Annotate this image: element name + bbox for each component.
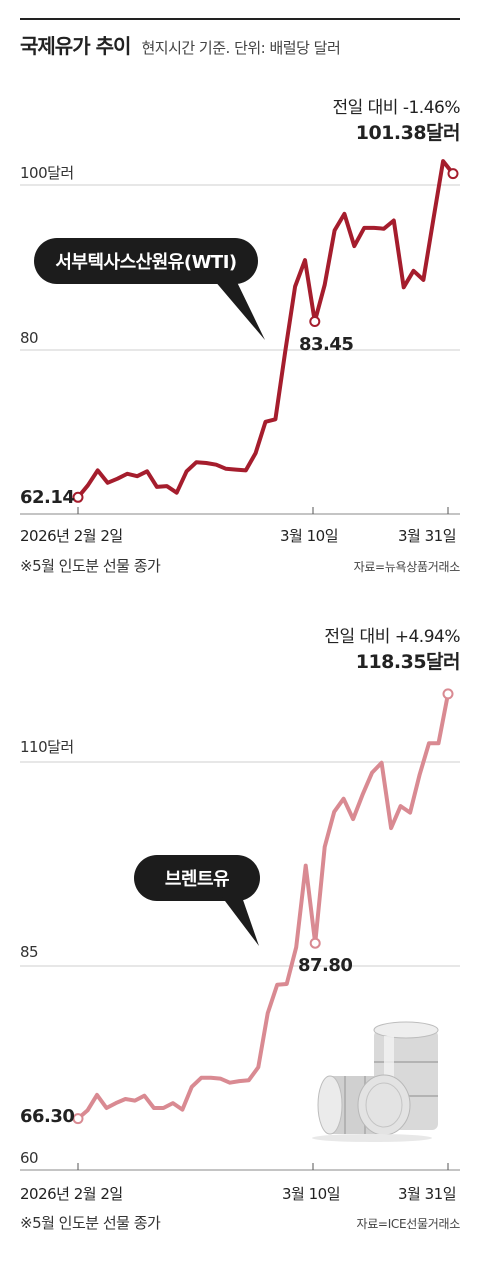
y-gridline-label: 100달러 xyxy=(20,164,74,182)
wti-series xyxy=(72,159,459,503)
x-tick-label: 3월 31일 xyxy=(398,527,456,545)
x-tick-label: 3월 10일 xyxy=(282,1185,340,1203)
barrel-lid-ring xyxy=(365,1082,403,1128)
barrel-shadow xyxy=(312,1134,432,1142)
bubble-pointer xyxy=(222,897,259,946)
last-value-label: 118.35달러 xyxy=(356,651,460,673)
source-label: 자료=ICE선물거래소 xyxy=(356,1217,460,1231)
data-point-marker xyxy=(442,688,454,700)
dip-value-label: 83.45 xyxy=(299,334,353,355)
data-point-marker xyxy=(72,1113,84,1125)
x-tick-label: 2026년 2월 2일 xyxy=(20,527,123,545)
chart-title: 국제유가 추이 xyxy=(20,34,131,58)
x-tick-label: 3월 10일 xyxy=(280,527,338,545)
series-label-bubble: 서부텍사스산원유(WTI) xyxy=(34,238,265,340)
series-label-bubble: 브렌트유 xyxy=(134,855,260,946)
header: 국제유가 추이 현지시간 기준. 단위: 배럴당 달러 xyxy=(20,30,341,59)
brent-panel: 110달러 85 60 전일 대비 +4.94% 118.35달러 xyxy=(20,627,461,1232)
change-label: 전일 대비 -1.46% xyxy=(332,98,460,118)
series-name-label: 서부텍사스산원유(WTI) xyxy=(55,252,236,273)
series-line xyxy=(76,691,450,1121)
series-name-label: 브렌트유 xyxy=(165,869,229,890)
last-value-label: 101.38달러 xyxy=(356,122,460,144)
bubble-shape xyxy=(34,238,258,284)
y-gridline-label: 85 xyxy=(20,943,38,961)
data-point-marker xyxy=(72,491,84,503)
footnote: ※5월 인도분 선물 종가 xyxy=(20,557,161,575)
dip-value-label: 87.80 xyxy=(298,955,352,976)
oil-barrel-illustration xyxy=(312,1021,439,1142)
x-tick-label: 3월 31일 xyxy=(398,1185,456,1203)
brent-series xyxy=(72,688,454,1125)
series-line xyxy=(76,159,455,500)
barrel-upright-top xyxy=(373,1021,439,1039)
start-value-label: 62.14 xyxy=(20,487,74,508)
footnote: ※5월 인도분 선물 종가 xyxy=(20,1214,161,1232)
top-rule xyxy=(20,18,460,20)
change-label: 전일 대비 +4.94% xyxy=(324,627,460,647)
data-point-marker xyxy=(309,937,321,949)
y-gridline-label: 60 xyxy=(20,1149,38,1167)
wti-panel: 100달러 80 전일 대비 -1.46% 101.38달러 62.14 83.… xyxy=(20,98,461,575)
bubble-pointer xyxy=(214,280,265,340)
data-point-marker xyxy=(447,168,459,180)
y-gridline-label: 110달러 xyxy=(20,738,74,756)
barrel-lying-end xyxy=(317,1075,343,1135)
x-tick-label: 2026년 2월 2일 xyxy=(20,1185,123,1203)
bubble-shape xyxy=(134,855,260,901)
y-gridline-label: 80 xyxy=(20,329,38,347)
chart-subtitle: 현지시간 기준. 단위: 배럴당 달러 xyxy=(141,39,341,57)
source-label: 자료=뉴욕상품거래소 xyxy=(354,560,461,574)
start-value-label: 66.30 xyxy=(20,1106,74,1127)
data-point-marker xyxy=(309,316,321,327)
